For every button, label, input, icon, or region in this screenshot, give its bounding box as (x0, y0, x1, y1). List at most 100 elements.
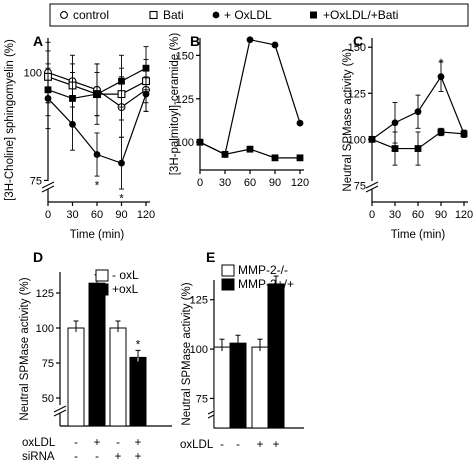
y-tick-label: 100 (24, 68, 42, 80)
condition-sign: - (74, 437, 78, 449)
condition-sign: - (236, 439, 240, 451)
legend-item-oxldl: + OxLDL (212, 8, 272, 22)
y-axis-title: [3H-palmitoyl]-ceramide (%) (169, 33, 181, 176)
legend-label: - oxL (112, 268, 139, 282)
legend-label: control (73, 8, 109, 22)
x-axis-title: Time (min) (70, 229, 125, 241)
y-tick-label: 50 (42, 393, 54, 405)
bar-filled (129, 356, 147, 427)
open-circle-marker (60, 11, 68, 19)
data-point-filled-square (142, 64, 150, 72)
data-point-filled-circle (391, 119, 399, 127)
series-filled-circle (196, 36, 304, 158)
data-point-filled-square (271, 154, 279, 162)
x-tick-label: 120 (291, 177, 309, 189)
condition-sign: + (115, 451, 122, 463)
bar-open (213, 346, 231, 429)
data-point-filled-circle (437, 73, 445, 81)
series-filled-circle (44, 67, 150, 190)
x-tick-label: 120 (137, 209, 155, 221)
data-point-filled-square (221, 150, 229, 158)
legend-item-control: control (60, 8, 109, 22)
series-line (199, 39, 301, 156)
y-tick-label: 100 (348, 134, 366, 146)
axis-break-mark (365, 181, 379, 189)
panel-a-chart: 0 30 60 90 120 75 100 * * Time (min) [3H-Choline] … (4, 38, 155, 241)
data-point-filled-square (69, 95, 76, 102)
condition-sign: + (94, 437, 101, 449)
y-tick-label: 125 (190, 295, 208, 307)
panel-label-e: E (206, 249, 215, 265)
legend: control Bati + OxLDL +OxLDL/+Bati (49, 3, 469, 27)
legend-swatch-open (221, 264, 235, 277)
series-filled-square (368, 127, 468, 166)
open-square-marker (149, 10, 158, 20)
data-point-filled-square (296, 154, 304, 162)
data-point-filled-circle (118, 159, 125, 167)
condition-sign: - (220, 439, 224, 451)
x-tick-label: 0 (369, 209, 375, 221)
legend-label: +OxLDL/+Bati (323, 8, 398, 22)
condition-label: siRNA (22, 451, 55, 463)
y-tick-label: 75 (30, 175, 42, 187)
axis-break-mark (53, 409, 67, 417)
x-tick-label: 90 (269, 177, 281, 189)
data-point-filled-square (368, 135, 376, 143)
data-point-filled-square (93, 90, 101, 98)
panel-label-c: C (353, 33, 363, 49)
y-axis-title: [3H-Choline] sphingomyelin (%) (4, 39, 16, 201)
data-point-filled-square (246, 145, 254, 153)
data-point-filled-circle (142, 90, 150, 98)
legend-swatch-open (95, 269, 109, 282)
panel-c-chart: 0 30 60 90 120 75 100 125 150 * Time (min) Neutral … (342, 38, 473, 241)
y-axis-title: Neutral SPMase activity (%) (181, 282, 193, 425)
condition-sign: - (74, 451, 78, 463)
y-tick-label: 150 (176, 50, 194, 62)
y-tick-label: 100 (36, 323, 54, 335)
legend-item-oxldl-bati: +OxLDL/+Bati (310, 8, 398, 22)
data-point-filled-circle (271, 41, 279, 49)
y-tick-label: 125 (36, 288, 54, 300)
legend-swatch-filled (221, 278, 235, 291)
bar-filled (88, 282, 106, 427)
condition-sign: + (135, 451, 142, 463)
legend-item-bati: Bati (149, 8, 184, 22)
x-tick-label: 120 (455, 209, 473, 221)
legend-swatch-filled (95, 283, 109, 296)
data-point-filled-circle (296, 119, 304, 127)
significance-asterisk: * (136, 339, 141, 351)
series-filled-square (196, 138, 304, 162)
data-point-filled-square (460, 130, 468, 138)
y-tick-label: 75 (42, 358, 54, 370)
data-point-filled-circle (414, 108, 422, 116)
condition-label: oxLDL (180, 439, 214, 451)
panel-d-chart: 50 75 100 125 * - oxL+oxL oxLDL - + - + siRNA - - + + Ne… (19, 268, 172, 463)
x-tick-label: 30 (219, 177, 231, 189)
x-tick-label: 90 (435, 209, 447, 221)
data-point-filled-square (391, 145, 399, 152)
legend-label: +oxL (112, 282, 139, 296)
x-tick-label: 60 (412, 209, 424, 221)
axis-break-mark (365, 185, 379, 193)
x-tick-label: 0 (45, 209, 51, 221)
x-axis-title: Time (min) (391, 229, 446, 241)
condition-sign: - (116, 437, 120, 449)
bar-open (109, 327, 127, 427)
data-point-filled-square (196, 138, 204, 146)
y-axis-title: Neutral SPMase activity (%) (19, 277, 31, 420)
data-point-filled-square (437, 128, 445, 136)
data-point-filled-square (118, 77, 125, 85)
x-tick-label: 30 (66, 209, 78, 221)
bar-filled (229, 342, 247, 429)
data-point-filled-circle (246, 36, 254, 44)
y-tick-label: 125 (176, 94, 194, 106)
significance-asterisk: * (439, 58, 444, 70)
y-tick-label: 75 (196, 393, 208, 405)
filled-square-marker (310, 11, 317, 19)
condition-sign: - (95, 451, 99, 463)
x-tick-label: 90 (115, 209, 127, 221)
legend-label: MMP-2-/- (238, 263, 288, 277)
filled-circle-marker (212, 11, 220, 19)
